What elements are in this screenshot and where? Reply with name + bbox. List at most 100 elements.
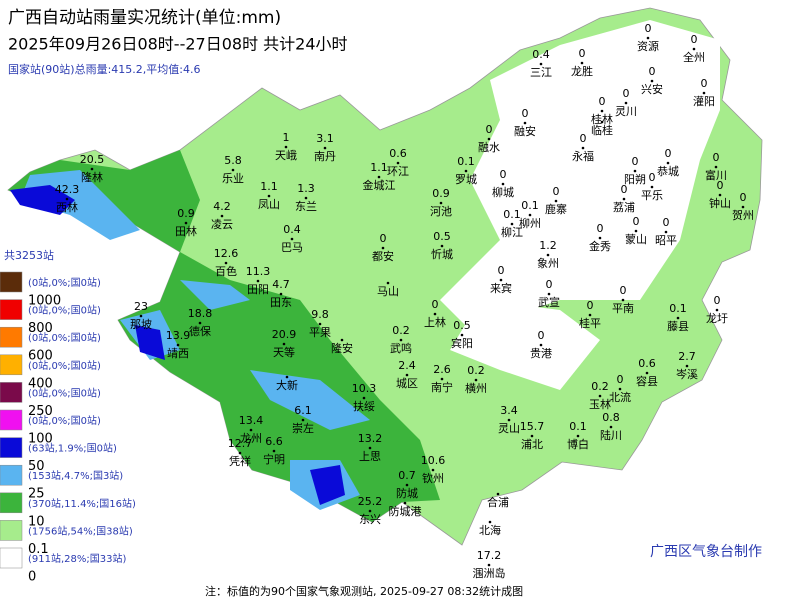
station-value: 0 (632, 155, 639, 168)
station-name: 横州 (465, 381, 487, 395)
station-name: 灌阳 (693, 95, 715, 108)
station-name: 东兰 (295, 200, 317, 213)
station-name: 临桂 (591, 123, 613, 137)
station-dot (581, 146, 585, 150)
station-value: 0 (691, 33, 698, 46)
dry-area (450, 300, 600, 390)
station-value: 0 (701, 77, 708, 90)
station-value: 0 (740, 191, 747, 204)
station-name: 浦北 (521, 438, 543, 451)
station-dot (267, 194, 271, 198)
legend-count: (0站,0%;国0站) (28, 386, 101, 399)
station-dot (487, 563, 491, 567)
station-value: 0 (623, 87, 630, 100)
station-name: 凭祥 (229, 454, 251, 468)
station-dot (554, 199, 558, 203)
station-name: 武鸣 (390, 341, 412, 355)
legend-swatch (0, 299, 23, 320)
station-dot (176, 343, 180, 347)
station-dot (439, 201, 443, 205)
station-name: 融安 (514, 124, 536, 138)
station-name: 昭平 (655, 234, 677, 247)
station-value: 0.7 (398, 469, 416, 482)
station-value: 1.2 (539, 239, 557, 252)
station-name: 容县 (636, 374, 658, 388)
rain-100 (10, 185, 75, 215)
legend-swatch (0, 326, 23, 348)
station-name: 环江 (387, 165, 409, 178)
station-dot (301, 418, 305, 422)
station-value: 0 (649, 171, 656, 184)
station-dot (403, 501, 407, 505)
station-value: 3.4 (500, 404, 518, 417)
station-name: 平果 (309, 326, 331, 339)
station-name: 灵山 (498, 422, 520, 435)
station-name: 永福 (572, 149, 594, 163)
station-name: 钟山 (709, 196, 731, 210)
station-value: 0.4 (532, 48, 550, 61)
station-dot (488, 520, 492, 524)
station-value: 4.2 (213, 200, 231, 213)
station-dot (139, 314, 143, 318)
station-value: 2.7 (678, 350, 696, 363)
station-dot (65, 197, 69, 201)
station-value: 9.8 (311, 308, 329, 321)
station-dot (464, 169, 468, 173)
station-value: 0 (599, 95, 606, 108)
station-dot (598, 236, 602, 240)
station-dot (184, 221, 188, 225)
station-value: 0.2 (591, 380, 609, 393)
station-value: 5.8 (224, 154, 242, 167)
station-dot (676, 316, 680, 320)
station-dot (340, 338, 344, 342)
station-dot (530, 434, 534, 438)
station-name: 崇左 (292, 422, 314, 435)
station-name: 龙胜 (571, 64, 593, 78)
station-name: 桂平 (579, 316, 601, 330)
station-value: 0.9 (177, 207, 195, 220)
legend-swatch (0, 464, 23, 486)
legend-count: (0站,0%;国0站) (28, 359, 101, 372)
station-value: 0 (486, 123, 493, 136)
station-dot (580, 61, 584, 65)
station-dot (499, 278, 503, 282)
rain-50 (180, 280, 250, 310)
station-name: 博白 (567, 437, 589, 451)
station-value: 0 (649, 65, 656, 78)
station-value: 0.1 (521, 199, 539, 212)
rain-100 (135, 325, 165, 360)
station-value: 0 (580, 132, 587, 145)
station-name: 大新 (276, 378, 298, 392)
station-name: 融水 (478, 141, 500, 154)
station-dot (618, 387, 622, 391)
station-dot (279, 292, 283, 296)
station-value: 4.7 (272, 278, 290, 291)
rain-50 (250, 370, 370, 430)
station-name: 北海 (479, 523, 501, 537)
station-value: 6.6 (265, 435, 283, 448)
station-value: 20.9 (272, 328, 297, 341)
station-dot (633, 169, 637, 173)
legend-threshold: 600 (28, 349, 53, 364)
station-value: 23 (134, 300, 148, 313)
station-dot (440, 244, 444, 248)
map-shapes (7, 7, 763, 546)
station-dot (600, 120, 604, 124)
legend-threshold: 250 (28, 404, 53, 419)
station-value: 1.1 (260, 180, 278, 193)
station-name: 隆安 (331, 341, 353, 355)
station-name: 西林 (56, 200, 78, 214)
dry-area (440, 20, 720, 330)
station-dot (487, 137, 491, 141)
station-dot (645, 371, 649, 375)
station-dot (600, 109, 604, 113)
station-dot (622, 197, 626, 201)
station-dot (547, 292, 551, 296)
station-name: 柳城 (492, 185, 514, 199)
station-name: 防城 (396, 486, 418, 500)
station-dot (224, 261, 228, 265)
footer: 注：标值的为90个国家气象观测站, 2025-09-27 08:32统计成图 (205, 584, 523, 598)
legend-swatch (0, 547, 23, 569)
station-value: 0 (546, 278, 553, 291)
station-value: 10.6 (421, 454, 446, 467)
